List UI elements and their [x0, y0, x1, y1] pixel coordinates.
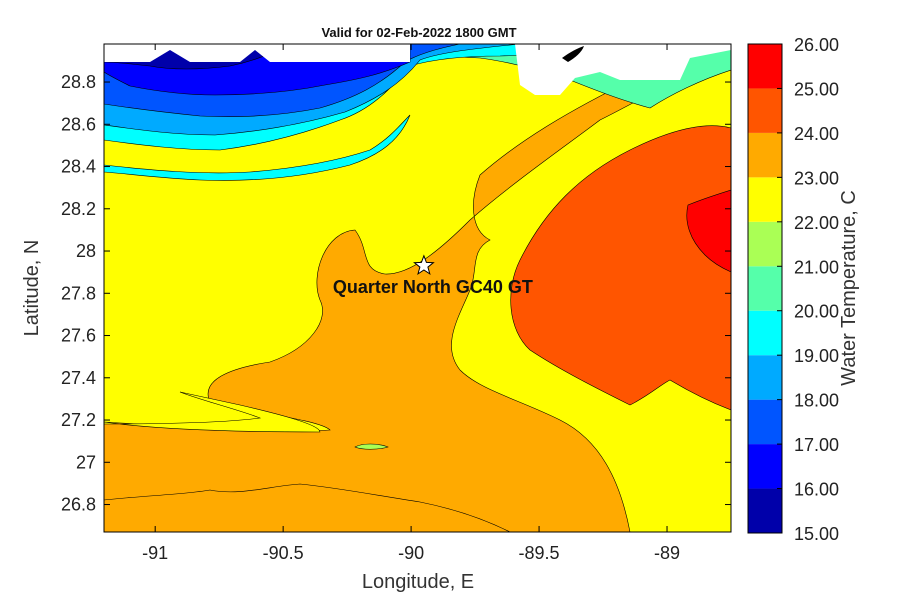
y-axis: 26.8 27 27.2 27.4 27.6 27.8 28 28.2 28.4 28.6 28.8	[61, 72, 731, 515]
plot-frame	[103, 43, 732, 533]
y-tick-label: 28.4	[61, 157, 96, 177]
x-tick-label: -90.5	[263, 543, 304, 563]
colorbar-swatch	[748, 44, 782, 89]
y-tick-label: 27.2	[61, 410, 96, 430]
y-tick-label: 26.8	[61, 495, 96, 515]
contour-field	[104, 44, 731, 532]
y-tick-label: 28.6	[61, 114, 96, 134]
colorbar-frame	[747, 43, 783, 534]
x-axis-label: Longitude, E	[362, 571, 474, 593]
colorbar: 15.00 16.00 17.00 18.00 19.00 20.00 21.00 22.00…	[748, 35, 839, 544]
colorbar-swatch	[748, 132, 782, 178]
y-tick-label: 27.8	[61, 283, 96, 303]
colorbar-tick-label: 22.00	[794, 213, 839, 233]
y-tick-label: 27.4	[61, 368, 96, 388]
colorbar-swatch	[748, 177, 782, 222]
colorbar-tick-label: 26.00	[794, 35, 839, 55]
band-24-25	[510, 125, 731, 411]
y-tick-label: 28.8	[61, 72, 96, 92]
y-tick-label: 27.6	[61, 326, 96, 346]
x-tick-label: -90	[398, 543, 424, 563]
colorbar-swatch	[748, 266, 782, 311]
band-23-24-south	[104, 483, 511, 532]
x-tick-label: -89.5	[519, 543, 560, 563]
colorbar-swatch	[748, 488, 782, 533]
band-22-23-south	[104, 391, 321, 433]
colorbar-swatch	[748, 355, 782, 400]
chart-title: Valid for 02-Feb-2022 1800 GMT	[321, 25, 516, 40]
x-axis: -91 -90.5 -90 -89.5 -89	[142, 44, 680, 563]
island	[562, 46, 584, 62]
y-tick-label: 28.2	[61, 199, 96, 219]
colorbar-swatch	[748, 399, 782, 445]
colorbar-tick-label: 19.00	[794, 346, 839, 366]
colorbar-tick-label: 16.00	[794, 480, 839, 500]
station-marker	[413, 254, 435, 276]
colorbar-tick-label: 20.00	[794, 302, 839, 322]
colorbar-swatch	[748, 310, 782, 356]
colorbar-label: Water Temperature, C	[838, 190, 860, 386]
colorbar-tick-label: 15.00	[794, 524, 839, 544]
colorbar-tick-label: 21.00	[794, 257, 839, 277]
y-axis-label: Latitude, N	[21, 240, 43, 337]
colorbar-tick-label: 18.00	[794, 391, 839, 411]
colorbar-swatch	[748, 88, 782, 133]
x-tick-label: -91	[142, 543, 168, 563]
band-25-26	[686, 189, 731, 273]
no-data-top-left	[104, 44, 410, 62]
colorbar-tick-label: 23.00	[794, 168, 839, 188]
y-tick-label: 28	[76, 241, 96, 261]
colorbar-swatch	[748, 221, 782, 267]
y-tick-label: 27	[76, 452, 96, 472]
star-icon	[413, 254, 435, 276]
x-tick-label: -89	[654, 543, 680, 563]
colorbar-tick-label: 24.00	[794, 124, 839, 144]
colorbar-swatch	[748, 444, 782, 489]
contour-islet	[354, 443, 389, 450]
station-label: Quarter North GC40 GT	[333, 277, 533, 297]
colorbar-tick-label: 17.00	[794, 435, 839, 455]
colorbar-tick-label: 25.00	[794, 79, 839, 99]
